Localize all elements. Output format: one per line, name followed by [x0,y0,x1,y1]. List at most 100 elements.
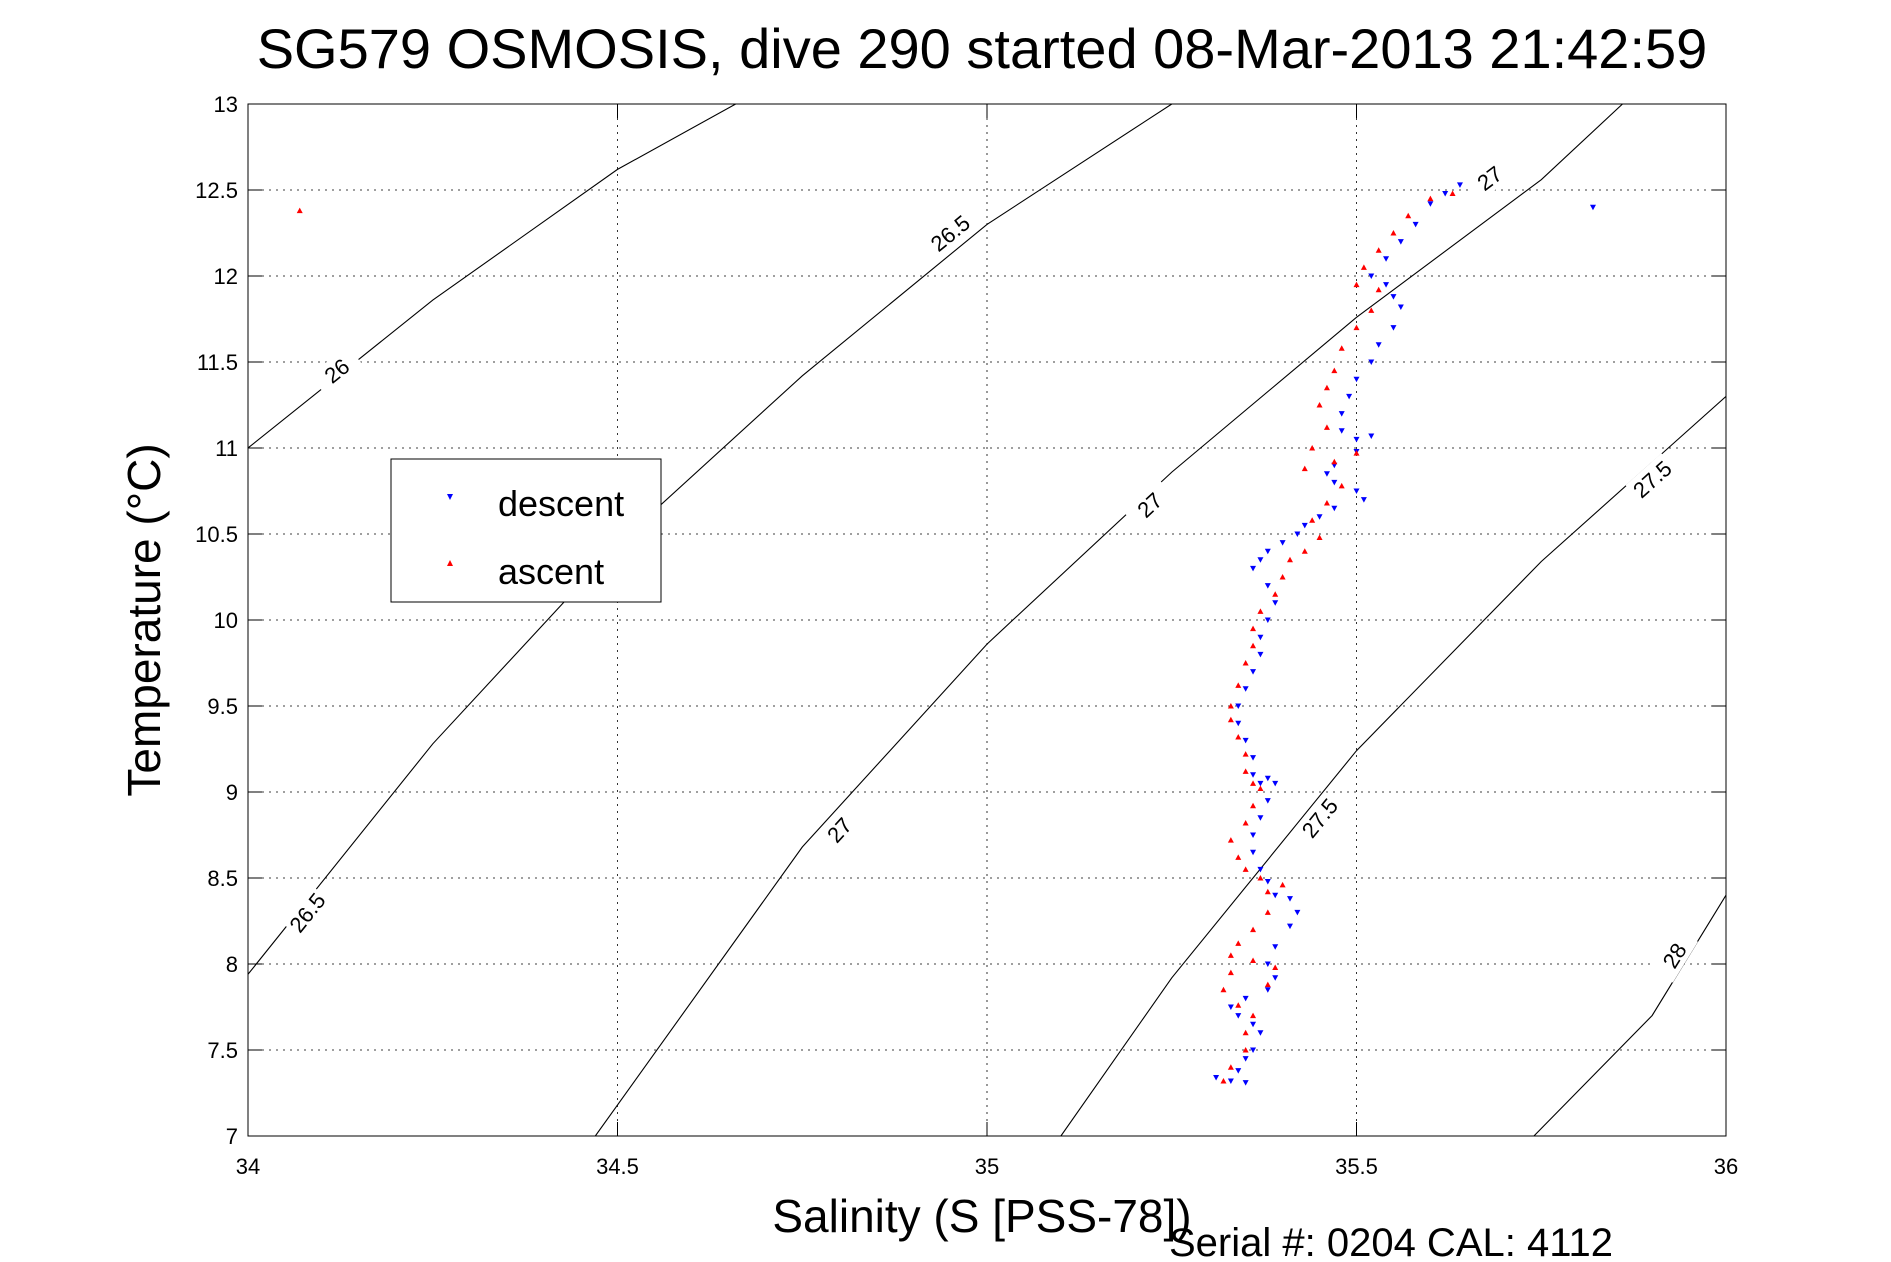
descent-point [1235,703,1242,709]
ascent-point [1323,500,1330,506]
descent-point [1227,1004,1234,1010]
descent-point [1250,755,1257,761]
y-tick-label: 9.5 [207,694,238,719]
density-contour-line [248,104,1173,975]
density-contour-line [594,104,1623,1136]
ascent-point [1279,574,1286,580]
descent-point [1257,634,1264,641]
ascent-point [1227,716,1234,723]
contour-label-bg [1462,153,1517,203]
ascent-point [1390,230,1397,236]
contour-label-bg [923,207,977,259]
ascent-point [1316,534,1323,540]
descent-point [1589,204,1596,211]
ascent-point [1257,875,1264,881]
ascent-point [1257,785,1264,792]
data-series [296,182,1596,1086]
descent-point [1331,479,1338,486]
contour-label-bg [1123,478,1177,531]
ascent-point [1227,952,1234,958]
x-tick-label: 35.5 [1335,1154,1378,1179]
descent-point [1442,190,1449,197]
ascent-point [1272,964,1279,970]
descent-point [1456,182,1463,188]
descent-point [1294,531,1301,537]
y-tick-label: 8 [226,952,238,977]
ascent-point [1235,682,1242,688]
ascent-point [1309,445,1316,451]
y-tick-label: 12 [214,264,238,289]
y-tick-label: 10 [214,608,238,633]
descent-point [1368,359,1375,365]
ascent-point [1375,247,1382,253]
ascent-point [1242,1029,1249,1036]
ascent-point [1301,548,1308,554]
descent-point [1286,896,1293,902]
descent-point [1264,798,1271,804]
ascent-point [1405,212,1412,219]
descent-point [1227,1078,1234,1084]
ascent-point [1331,367,1338,374]
ascent-point [1279,881,1286,888]
ascent-point [1301,465,1308,472]
x-tick-label: 34 [236,1154,260,1179]
ascent-point [1323,384,1330,391]
ascent-point [1235,940,1242,946]
descent-point [1257,866,1264,873]
axis-ticks: 34 34.5 35 35.5 36 7 7.5 8 8.5 9 9.5 10 10.5 11 11.5 12… [195,92,1738,1179]
descent-point [1427,201,1434,207]
descent-point [1257,815,1264,821]
descent-point [1250,1021,1257,1028]
density-contour-line [1060,395,1726,1136]
descent-point [1242,995,1249,1002]
chart-title: SG579 OSMOSIS, dive 290 started 08-Mar-2… [257,17,1708,80]
contour-label-bg [309,345,364,396]
ascent-point [1227,1064,1234,1070]
ascent-point [1368,307,1375,313]
ascent-point [1360,264,1367,270]
ascent-point [1286,556,1293,563]
y-tick-label: 9 [226,780,238,805]
ascent-point [1242,751,1249,757]
ascent-point [296,207,303,214]
ascent-point [1338,345,1345,351]
descent-point [1257,651,1264,658]
descent-point [1213,1075,1220,1081]
descent-point [1397,239,1404,245]
ascent-point [1309,517,1316,523]
descent-point [1331,505,1338,512]
legend-descent-label: descent [498,483,624,524]
ascent-point [1338,482,1345,489]
ascent-point [1250,957,1257,964]
ascent-point [1242,1047,1249,1053]
descent-point [1368,433,1375,439]
ascent-point [1427,195,1434,202]
ascent-point [1375,286,1382,293]
ascent-point [1353,324,1360,331]
ascent-point [1242,660,1249,666]
ascent-point [1264,888,1271,895]
descent-point [1235,1068,1242,1074]
ascent-point [1235,854,1242,860]
descent-point [1353,376,1360,383]
descent-point [1250,849,1257,856]
y-tick-label: 8.5 [207,866,238,891]
footer-serial-cal: Serial #: 0204 CAL: 4112 [1169,1221,1613,1262]
ascent-point [1242,768,1249,774]
ascent-point [1331,458,1338,465]
ascent-point [1353,450,1360,456]
ascent-point [1227,703,1234,709]
legend: descent ascent [390,458,662,603]
descent-point [1264,775,1271,782]
descent-point [1264,987,1271,993]
ascent-point [1220,1077,1227,1084]
ascent-point [1449,190,1456,196]
ascent-point [1353,281,1360,288]
descent-point [1375,342,1382,348]
legend-descent-marker [447,494,453,500]
descent-point [1353,488,1360,494]
descent-point [1264,617,1271,623]
ascent-point [1220,986,1227,993]
